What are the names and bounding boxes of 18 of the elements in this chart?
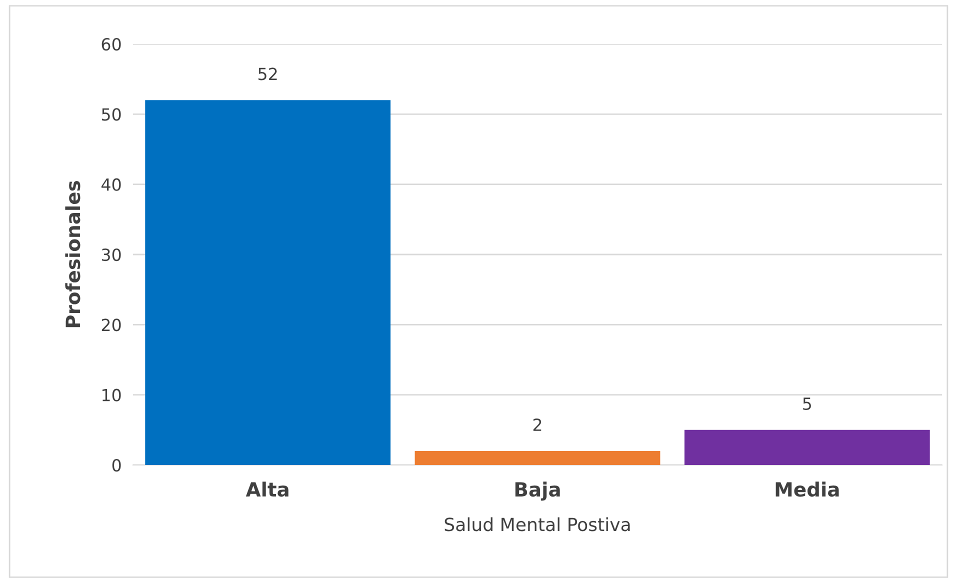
y-tick-label: 10 [102, 388, 121, 402]
y-tick-label: 60 [102, 38, 121, 51]
data-label: 5 [803, 398, 812, 410]
bar [414, 450, 660, 465]
x-tick-label: Alta [246, 482, 288, 497]
y-tick-label: 40 [101, 178, 121, 191]
data-label: 2 [533, 418, 542, 431]
y-tick-label: 30 [102, 248, 121, 262]
y-axis-title: Profesionales [65, 181, 80, 328]
x-axis-title: Salud Mental Postiva [444, 517, 630, 532]
x-tick-label: Media [776, 482, 839, 497]
y-tick-label: 50 [102, 108, 121, 121]
data-label: 52 [258, 68, 277, 80]
x-tick-label: Baja [515, 482, 560, 501]
bar [684, 430, 930, 465]
y-tick-label: 0 [112, 458, 121, 472]
bar [145, 100, 391, 465]
y-tick-label: 20 [102, 318, 121, 332]
